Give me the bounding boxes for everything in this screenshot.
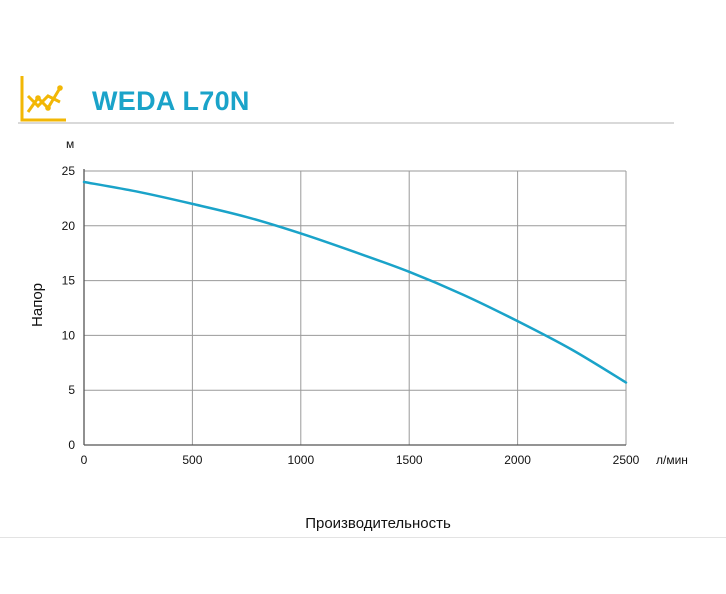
chart-grid	[84, 170, 627, 445]
x-tick-label: 2500	[613, 453, 640, 467]
x-tick-label: 500	[182, 453, 202, 467]
bottom-divider	[0, 537, 726, 538]
y-axis-title: Напор	[29, 283, 46, 327]
y-tick-label: 15	[62, 274, 76, 288]
x-tick-label: 1500	[396, 453, 423, 467]
chart-series	[82, 180, 628, 384]
header-divider	[18, 122, 674, 124]
y-unit-label: м	[66, 137, 74, 151]
x-tick-label: 2000	[504, 453, 531, 467]
chart-axes	[83, 169, 626, 446]
x-unit-label: л/мин	[656, 453, 688, 467]
x-tick-label: 1000	[287, 453, 314, 467]
x-tick-label: 0	[81, 453, 88, 467]
x-axis-title: Производительность	[305, 515, 451, 532]
chart-labels: 0 500 1000 1500 2000 2500 0 5 10 15 20 25 м л/мин Прои…	[29, 137, 688, 532]
y-tick-label: 0	[68, 438, 75, 452]
y-tick-label: 10	[62, 328, 76, 342]
y-tick-label: 20	[62, 219, 76, 233]
series-line	[82, 180, 628, 384]
line-chart-icon	[20, 76, 66, 122]
chart-title: WEDA L70N	[92, 86, 250, 116]
y-tick-label: 25	[62, 164, 76, 178]
y-tick-label: 5	[68, 383, 75, 397]
